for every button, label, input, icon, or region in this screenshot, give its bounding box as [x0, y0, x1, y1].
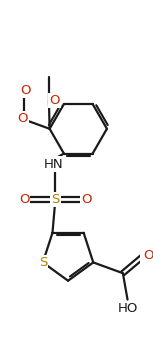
Text: HN: HN [44, 158, 64, 171]
Text: S: S [39, 256, 47, 269]
Text: O: O [49, 94, 60, 107]
Text: S: S [51, 193, 60, 206]
Text: O: O [143, 249, 153, 262]
Text: O: O [81, 193, 92, 206]
Text: O: O [17, 113, 28, 125]
Text: O: O [19, 193, 29, 206]
Text: O: O [20, 84, 30, 97]
Text: HO: HO [117, 303, 138, 315]
